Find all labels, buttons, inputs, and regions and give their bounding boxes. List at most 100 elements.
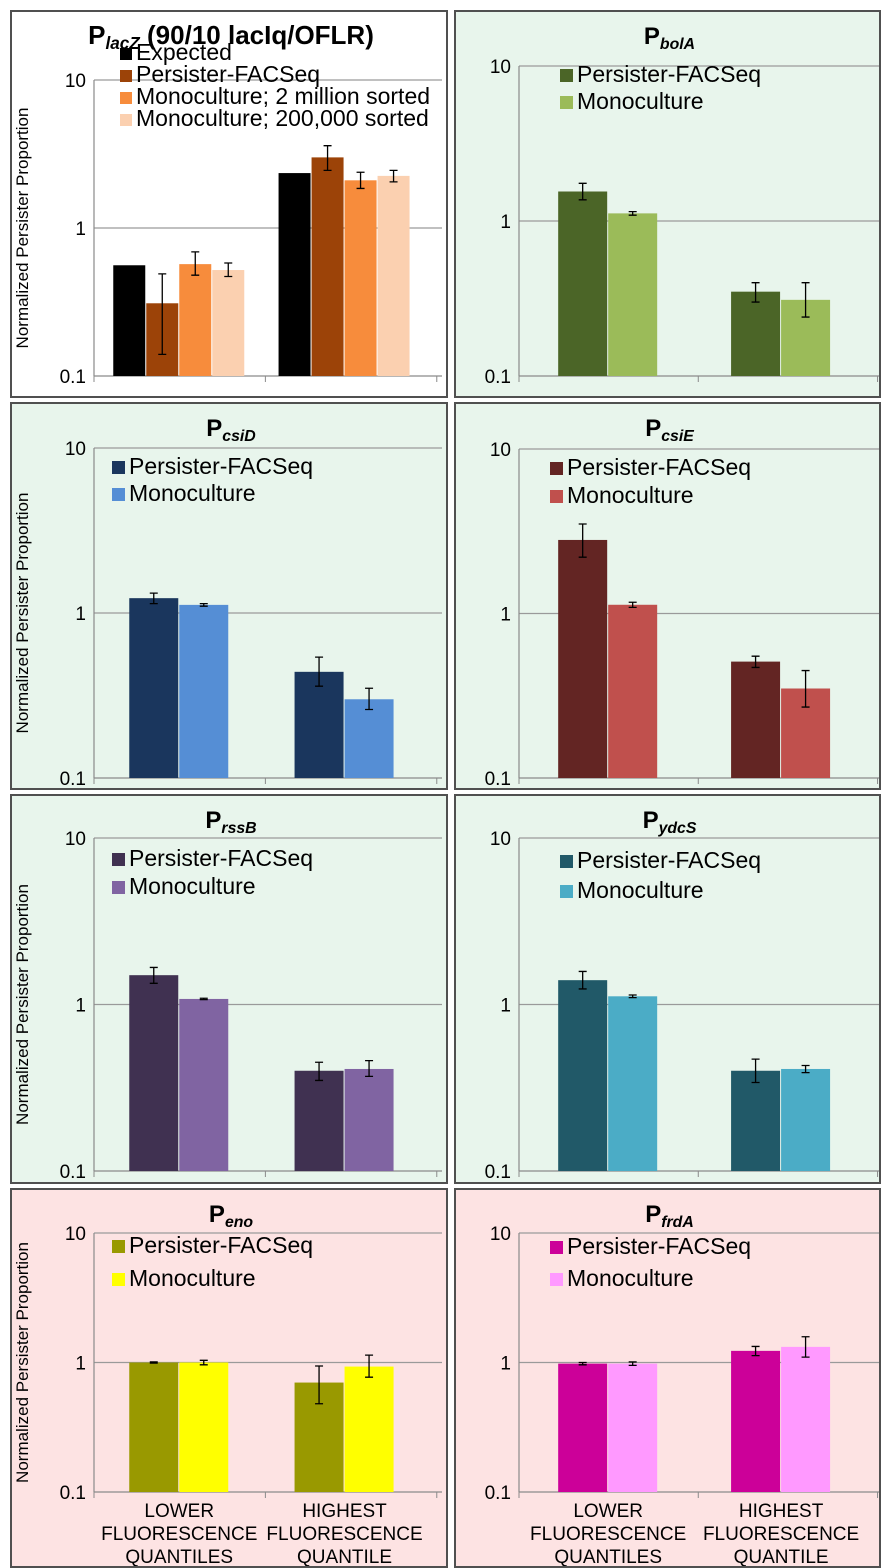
error-bar <box>578 970 587 990</box>
chart-panel-frdA: 0.1 1 10 PfrdA Persister-FACSeq Monoculture LO… <box>454 1188 881 1568</box>
y-tick-label: 10 <box>65 439 86 460</box>
y-tick-label: 0.1 <box>485 367 511 388</box>
error-bar <box>365 687 374 711</box>
legend-label: Monoculture <box>129 1265 256 1291</box>
error-bar <box>365 1060 374 1078</box>
error-bar <box>578 182 587 201</box>
panel-title: PlacZ (90/10 lacIq/OFLR) <box>88 20 374 53</box>
error-bar <box>751 655 760 669</box>
bar <box>344 699 394 778</box>
legend-label: Monoculture <box>129 480 256 506</box>
error-bar <box>628 601 637 608</box>
y-tick-label: 10 <box>65 1224 86 1245</box>
legend-swatch <box>550 1241 563 1254</box>
x-category-line: FLUORESCENCE <box>266 1524 423 1545</box>
legend-label: Monoculture <box>129 873 256 899</box>
error-bar <box>199 602 208 607</box>
bar <box>608 1363 658 1492</box>
y-tick-label: 0.1 <box>60 1162 86 1183</box>
chart-panel-csiE: 0.1 1 10 PcsiE Persister-FACSeq Monoculture <box>454 402 881 790</box>
y-tick-label: 1 <box>75 1354 86 1375</box>
legend-label: Persister-FACSeq <box>577 847 761 873</box>
error-bar <box>801 1336 810 1358</box>
bar <box>731 1070 781 1171</box>
legend-label: Monoculture; 200,000 sorted <box>136 105 429 131</box>
y-tick-label: 0.1 <box>60 1483 86 1504</box>
legend-label: Monoculture <box>567 482 694 508</box>
bar <box>344 180 377 376</box>
legend-swatch <box>112 853 125 866</box>
y-tick-label: 1 <box>75 219 86 240</box>
legend-label: Persister-FACSeq <box>567 454 751 480</box>
x-category-line: FLUORESCENCE <box>530 1524 687 1545</box>
panel-title: PrssB <box>205 807 256 837</box>
error-bar <box>628 994 637 999</box>
panel-title: PcsiE <box>645 415 694 445</box>
y-tick-label: 1 <box>500 996 511 1017</box>
bar <box>278 173 311 376</box>
bar <box>608 213 658 376</box>
bar <box>129 598 179 778</box>
bar <box>608 996 658 1171</box>
error-bar <box>751 1345 760 1357</box>
legend-label: Persister-FACSeq <box>129 1232 313 1258</box>
legend-label: Persister-FACSeq <box>129 453 313 479</box>
chart-svg: 0.1 1 10 Normalized Persister Proportion Pla… <box>13 20 442 388</box>
legend-swatch <box>550 462 563 475</box>
bar <box>781 1068 831 1171</box>
legend-label: Monoculture <box>577 88 704 114</box>
bar <box>608 604 658 778</box>
error-bar <box>315 1365 324 1405</box>
bar <box>311 157 344 376</box>
error-bar <box>578 1361 587 1366</box>
panel-title: PcsiD <box>206 415 255 445</box>
chart-svg: 0.1 1 10 Normalized Persister Proportion Prs… <box>13 807 442 1183</box>
error-bar <box>199 1359 208 1366</box>
error-bar <box>149 966 158 984</box>
legend-swatch <box>112 461 125 474</box>
x-category-line: FLUORESCENCE <box>101 1524 258 1545</box>
chart-panel-bolA: 0.1 1 10 PbolA Persister-FACSeq Monoculture <box>454 10 881 398</box>
bar <box>179 264 212 376</box>
y-tick-label: 1 <box>75 604 86 625</box>
legend-label: Persister-FACSeq <box>577 61 761 87</box>
legend-label: Monoculture <box>577 877 704 903</box>
x-category-label: LOWER FLUORESCENCE QUANTILES <box>89 1500 269 1568</box>
y-tick-label: 0.1 <box>485 1483 511 1504</box>
x-category-line: QUANTILE <box>297 1547 393 1568</box>
chart-svg: 0.1 1 10 Normalized Persister Proportion Pcs… <box>13 415 442 790</box>
bar <box>558 539 608 778</box>
x-category-label: LOWER FLUORESCENCE QUANTILES <box>518 1500 698 1568</box>
x-category-line: QUANTILES <box>554 1547 663 1568</box>
legend-swatch <box>120 70 132 82</box>
bar <box>731 291 781 376</box>
y-tick-label: 1 <box>500 605 511 626</box>
bar <box>781 1346 831 1492</box>
y-tick-label: 10 <box>490 1224 511 1245</box>
chart-panel-csiD: 0.1 1 10 Normalized Persister Proportion Pcs… <box>10 402 448 790</box>
x-category-label: HIGHEST FLUORESCENCE QUANTILE <box>691 1500 871 1566</box>
panel-title: PbolA <box>644 23 695 53</box>
y-tick-label: 1 <box>75 996 86 1017</box>
error-bar <box>628 210 637 216</box>
y-tick-label: 0.1 <box>485 1162 511 1183</box>
legend-swatch <box>550 1273 563 1286</box>
y-tick-label: 10 <box>490 440 511 461</box>
legend-swatch <box>550 490 563 503</box>
legend-swatch <box>120 92 132 104</box>
bar <box>113 265 146 376</box>
x-category-line: LOWER <box>573 1501 644 1522</box>
x-category-line: HIGHEST <box>738 1501 824 1522</box>
x-category-line: FLUORESCENCE <box>702 1524 860 1545</box>
y-tick-label: 0.1 <box>60 769 86 790</box>
error-bar <box>323 145 332 172</box>
bar <box>558 1363 608 1492</box>
chart-panel-rssB: 0.1 1 10 Normalized Persister Proportion Prs… <box>10 794 448 1184</box>
error-bar <box>199 997 208 1001</box>
x-category-line: QUANTILES <box>125 1547 234 1568</box>
bar <box>212 270 245 376</box>
legend-swatch <box>120 114 132 126</box>
error-bar <box>224 262 233 278</box>
